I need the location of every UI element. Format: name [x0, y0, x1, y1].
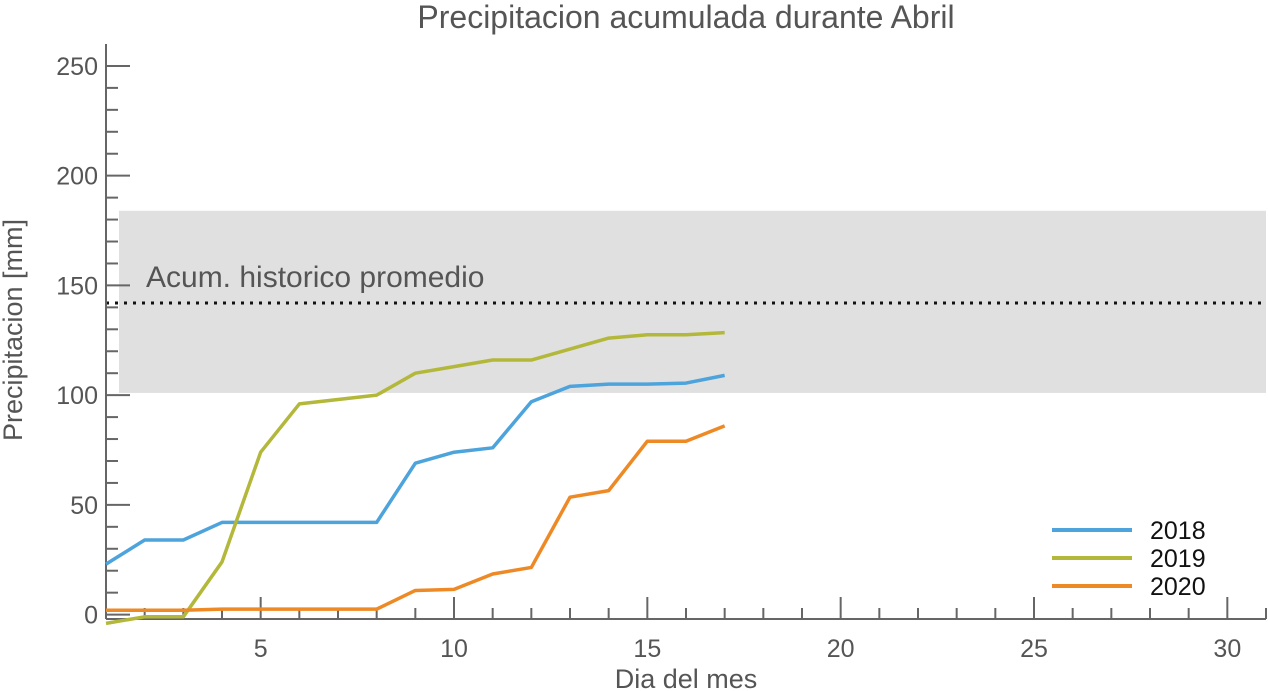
x-tick-label: 15: [633, 635, 661, 663]
y-tick-label: 150: [56, 272, 98, 300]
series-line-2018: [105, 373, 726, 566]
x-tick-label: 20: [827, 635, 855, 663]
y-tick-label: 50: [70, 492, 98, 520]
chart-title: Precipitacion acumulada durante Abril: [417, 0, 954, 35]
legend-label-2019: 2019: [1150, 545, 1206, 573]
y-axis-label: Precipitacion [mm]: [0, 219, 28, 441]
x-tick-label: 25: [1020, 635, 1048, 663]
series-group: [105, 330, 726, 626]
historic-mean-label: Acum. historico promedio: [146, 261, 484, 294]
series-line-2019: [105, 330, 725, 626]
y-tick-label: 100: [56, 382, 98, 410]
x-tick-label: 5: [254, 635, 268, 663]
x-axis-label: Dia del mes: [615, 664, 758, 691]
y-tick-label: 250: [56, 53, 98, 81]
series-line-2020: [106, 424, 726, 612]
y-tick-label: 200: [56, 163, 98, 191]
legend-label-2018: 2018: [1150, 517, 1206, 545]
legend-label-2020: 2020: [1150, 573, 1206, 601]
axes: 0 50 100 150 200 250 5 10 15 20 25 30: [56, 44, 1267, 663]
y-tick-label: 0: [84, 602, 98, 630]
x-tick-label: 30: [1213, 635, 1241, 663]
x-tick-label: 10: [440, 635, 468, 663]
